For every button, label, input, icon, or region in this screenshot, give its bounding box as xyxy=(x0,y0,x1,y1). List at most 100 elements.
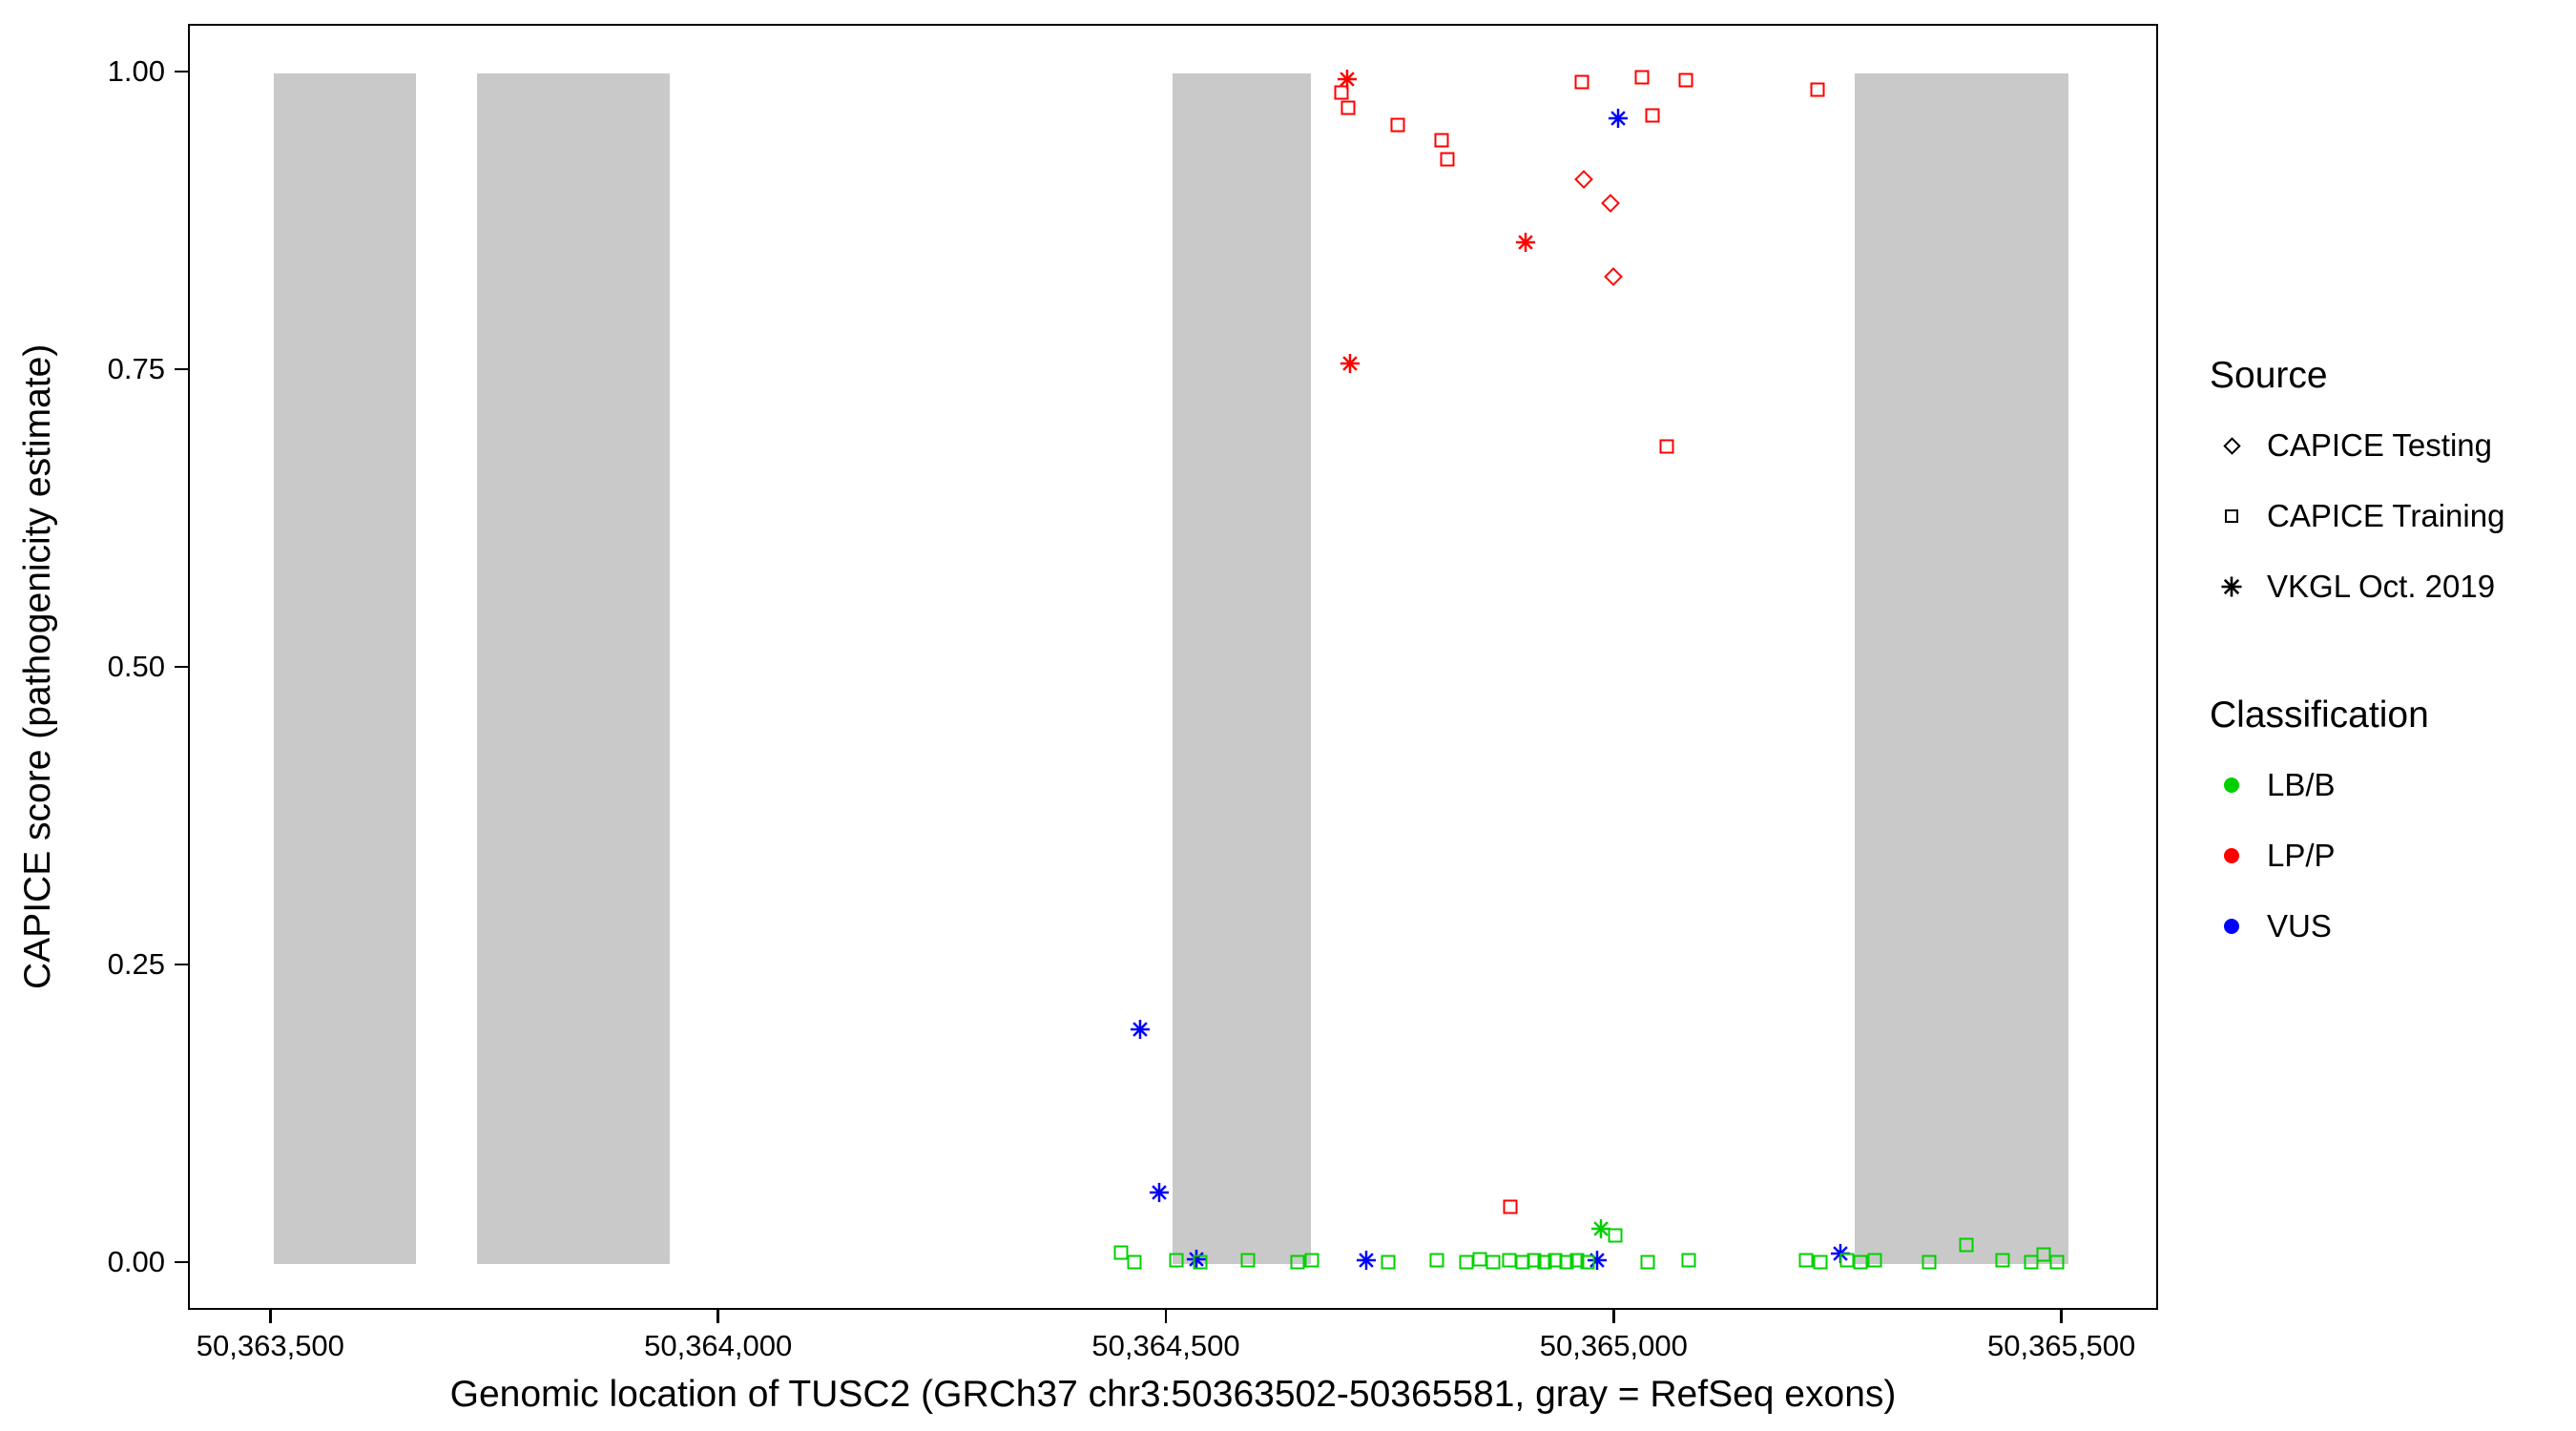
legend-item-label: LP/P xyxy=(2267,838,2336,873)
data-point xyxy=(1340,100,1356,115)
color-dot xyxy=(2224,919,2239,934)
data-point xyxy=(1485,1255,1501,1270)
y-tick-mark xyxy=(175,963,188,966)
data-point xyxy=(1590,1217,1612,1239)
data-point xyxy=(1356,1250,1378,1272)
data-point xyxy=(1381,1255,1396,1270)
data-point xyxy=(1548,1253,1563,1268)
data-point xyxy=(1127,1255,1142,1270)
data-point xyxy=(1502,1253,1517,1268)
data-point xyxy=(1569,1253,1585,1268)
exon-rect xyxy=(1172,73,1312,1265)
color-dot xyxy=(2224,778,2239,793)
data-point xyxy=(1559,1255,1574,1270)
x-tick-mark xyxy=(269,1310,272,1323)
data-point xyxy=(1186,1249,1208,1271)
color-dot-icon xyxy=(2210,848,2254,863)
data-point xyxy=(1340,353,1361,375)
data-point xyxy=(1995,1253,2010,1268)
legend-source-title: Source xyxy=(2210,355,2328,396)
y-tick-mark xyxy=(175,70,188,73)
legend-item-label: CAPICE Testing xyxy=(2267,427,2492,463)
x-tick-label: 50,364,000 xyxy=(644,1329,793,1362)
data-point xyxy=(1634,70,1650,85)
data-point xyxy=(1472,1252,1487,1267)
data-point xyxy=(1129,1019,1151,1041)
legend-item-label: CAPICE Training xyxy=(2267,498,2505,533)
data-point xyxy=(1334,85,1349,100)
color-dot-icon xyxy=(2210,919,2254,934)
x-tick-mark xyxy=(1164,1310,1168,1323)
legend: Source CAPICE Testing CAPICE Training VKGL… xyxy=(2210,355,2504,962)
data-point xyxy=(1304,1253,1319,1268)
color-dot-icon xyxy=(2210,778,2254,793)
data-point xyxy=(1537,1255,1552,1270)
y-tick-mark xyxy=(175,665,188,669)
legend-item-label: VUS xyxy=(2267,908,2332,944)
legend-classification-items: LB/B LP/P VUS xyxy=(2210,750,2504,962)
data-point xyxy=(1574,74,1589,90)
x-tick-label: 50,363,500 xyxy=(196,1329,344,1362)
data-point xyxy=(1434,133,1449,148)
data-point xyxy=(1813,1255,1828,1270)
data-point xyxy=(1640,1255,1655,1270)
asterisk-icon xyxy=(2210,575,2254,598)
color-dot xyxy=(2224,848,2239,863)
legend-item-classification: LB/B xyxy=(2210,750,2504,820)
data-point xyxy=(1390,117,1405,133)
data-point xyxy=(2036,1247,2051,1262)
data-point xyxy=(1527,1253,1542,1268)
exon-rect xyxy=(274,73,416,1265)
y-tick-mark xyxy=(175,367,188,371)
data-point xyxy=(1514,232,1536,254)
x-tick-label: 50,365,500 xyxy=(1987,1329,2136,1362)
legend-item-label: LB/B xyxy=(2267,767,2336,802)
data-point xyxy=(1853,1255,1868,1270)
data-point xyxy=(1148,1182,1170,1204)
data-point xyxy=(1959,1237,1974,1253)
y-axis-title: CAPICE score (pathogenicity estimate) xyxy=(17,343,58,990)
x-tick-mark xyxy=(717,1310,719,1323)
data-point xyxy=(2049,1255,2065,1270)
legend-item-diamond: CAPICE Testing xyxy=(2210,410,2504,481)
x-tick-mark xyxy=(2060,1310,2063,1323)
data-point xyxy=(1678,73,1693,88)
data-point xyxy=(1440,152,1455,167)
data-point xyxy=(1604,267,1624,287)
data-point xyxy=(1922,1255,1937,1270)
data-point xyxy=(1798,1253,1814,1268)
legend-item-square: CAPICE Training xyxy=(2210,481,2504,551)
data-point xyxy=(1113,1245,1129,1260)
data-point xyxy=(1681,1253,1696,1268)
data-point xyxy=(1503,1199,1518,1214)
legend-item-label: VKGL Oct. 2019 xyxy=(2267,569,2496,604)
data-point xyxy=(1645,108,1660,123)
data-point xyxy=(1240,1253,1256,1268)
diamond-glyph xyxy=(2222,436,2241,455)
legend-item-classification: LP/P xyxy=(2210,820,2504,891)
square-glyph xyxy=(2225,509,2238,523)
data-point xyxy=(1580,1255,1595,1270)
y-tick-mark xyxy=(175,1260,188,1264)
legend-item-classification: VUS xyxy=(2210,891,2504,962)
data-point xyxy=(1608,108,1630,130)
legend-classification-title: Classification xyxy=(2210,695,2429,736)
data-point xyxy=(1659,439,1674,454)
x-tick-label: 50,364,500 xyxy=(1091,1329,1240,1362)
data-point xyxy=(1169,1253,1184,1268)
legend-item-asterisk: VKGL Oct. 2019 xyxy=(2210,551,2504,622)
x-tick-mark xyxy=(1612,1310,1615,1323)
data-point xyxy=(1608,1228,1623,1243)
square-icon xyxy=(2210,509,2254,523)
data-point xyxy=(1810,82,1825,97)
exon-rect xyxy=(1854,73,2069,1265)
data-point xyxy=(1586,1250,1608,1272)
data-point xyxy=(1290,1255,1305,1270)
data-point xyxy=(1429,1253,1444,1268)
data-point xyxy=(1573,170,1593,189)
legend-source-items: CAPICE Testing CAPICE Training VKGL Oct. 2… xyxy=(2210,410,2504,622)
data-point xyxy=(1193,1255,1208,1270)
data-point xyxy=(1867,1253,1882,1268)
exon-rect xyxy=(477,73,671,1265)
